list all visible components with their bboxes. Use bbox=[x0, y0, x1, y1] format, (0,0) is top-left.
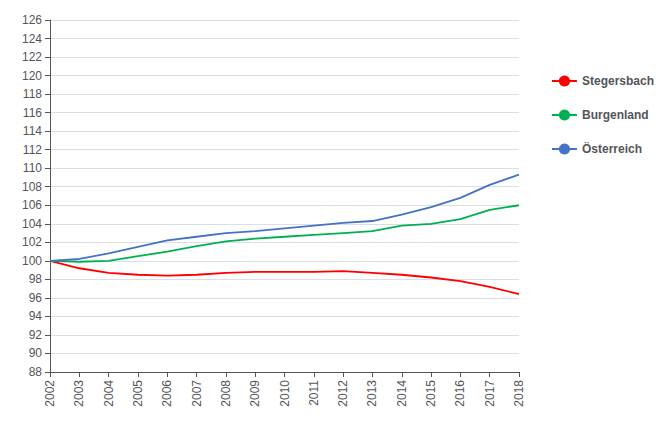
svg-text:2003: 2003 bbox=[72, 380, 86, 407]
svg-text:118: 118 bbox=[23, 87, 42, 101]
svg-text:108: 108 bbox=[22, 180, 42, 194]
svg-text:2014: 2014 bbox=[395, 380, 409, 407]
svg-text:2012: 2012 bbox=[336, 380, 350, 407]
svg-text:Österreich: Österreich bbox=[582, 141, 642, 156]
svg-text:Burgenland: Burgenland bbox=[582, 108, 649, 122]
svg-text:96: 96 bbox=[29, 291, 43, 305]
svg-text:2010: 2010 bbox=[278, 380, 292, 407]
svg-text:124: 124 bbox=[22, 32, 42, 46]
svg-text:94: 94 bbox=[29, 309, 43, 323]
svg-text:2018: 2018 bbox=[512, 380, 526, 407]
svg-text:2016: 2016 bbox=[453, 380, 467, 407]
svg-text:100: 100 bbox=[22, 254, 42, 268]
svg-text:88: 88 bbox=[29, 365, 43, 379]
svg-text:110: 110 bbox=[23, 161, 42, 175]
svg-text:126: 126 bbox=[22, 13, 42, 27]
svg-text:90: 90 bbox=[29, 346, 43, 360]
svg-text:2007: 2007 bbox=[190, 380, 204, 407]
svg-text:2006: 2006 bbox=[160, 380, 174, 407]
svg-text:2002: 2002 bbox=[43, 380, 57, 407]
svg-text:2011: 2011 bbox=[307, 380, 321, 406]
svg-text:Stegersbach: Stegersbach bbox=[582, 74, 654, 88]
svg-text:120: 120 bbox=[22, 69, 42, 83]
svg-text:92: 92 bbox=[29, 328, 43, 342]
svg-text:2017: 2017 bbox=[483, 380, 497, 407]
svg-text:116: 116 bbox=[23, 106, 42, 120]
svg-text:112: 112 bbox=[23, 143, 42, 157]
svg-text:102: 102 bbox=[22, 235, 42, 249]
svg-text:2013: 2013 bbox=[365, 380, 379, 407]
svg-text:2008: 2008 bbox=[219, 380, 233, 407]
svg-text:2009: 2009 bbox=[248, 380, 262, 407]
svg-text:106: 106 bbox=[22, 198, 42, 212]
svg-text:2005: 2005 bbox=[131, 380, 145, 407]
svg-text:122: 122 bbox=[22, 50, 42, 64]
svg-text:2015: 2015 bbox=[424, 380, 438, 407]
svg-text:2004: 2004 bbox=[102, 380, 116, 407]
svg-text:104: 104 bbox=[22, 217, 42, 231]
svg-text:98: 98 bbox=[29, 272, 43, 286]
svg-text:114: 114 bbox=[23, 124, 42, 138]
